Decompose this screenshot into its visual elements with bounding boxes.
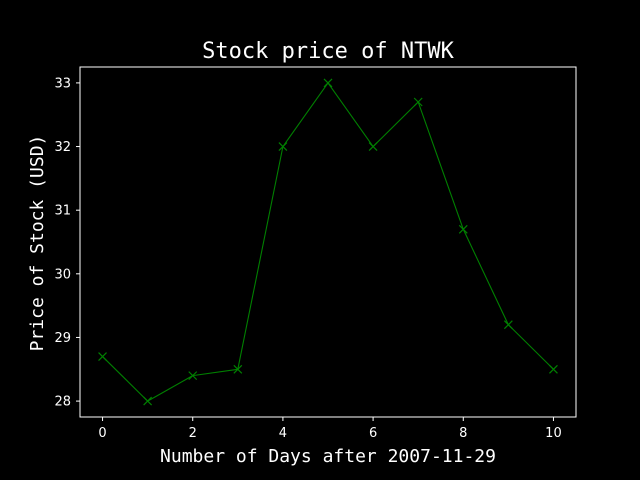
y-tick-label: 31 (54, 204, 71, 219)
x-tick-label: 8 (459, 426, 467, 441)
y-tick-label: 32 (54, 140, 71, 155)
chart-title: Stock price of NTWK (202, 39, 454, 64)
y-tick-label: 33 (54, 76, 71, 91)
x-axis-label: Number of Days after 2007-11-29 (160, 446, 496, 467)
x-tick-label: 4 (279, 426, 287, 441)
y-tick-label: 30 (54, 267, 71, 282)
y-axis-label: Price of Stock (USD) (27, 135, 48, 352)
x-tick-label: 2 (189, 426, 197, 441)
x-tick-label: 6 (369, 426, 377, 441)
y-tick-label: 29 (54, 331, 71, 346)
x-tick-label: 10 (545, 426, 562, 441)
x-tick-label: 0 (98, 426, 106, 441)
y-tick-label: 28 (54, 395, 71, 410)
